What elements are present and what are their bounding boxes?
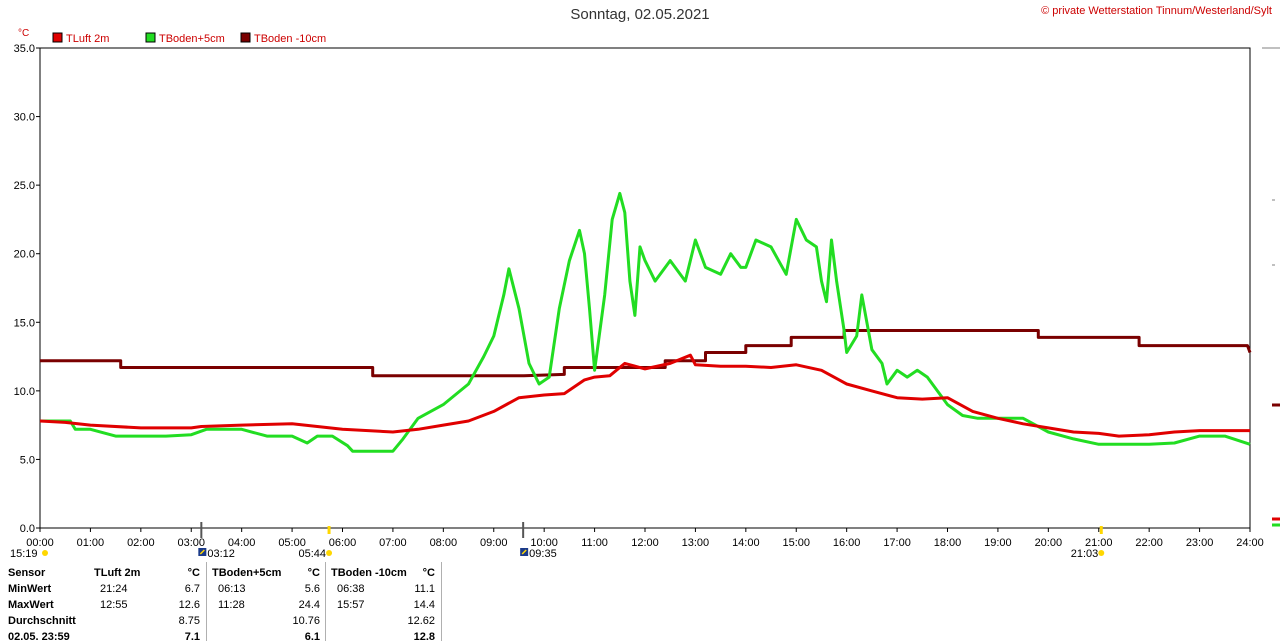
column-header: TLuft 2m bbox=[94, 567, 141, 579]
x-tick-label: 13:00 bbox=[682, 537, 710, 549]
x-tick-label: 16:00 bbox=[833, 537, 861, 549]
value-number: 5.6 bbox=[304, 583, 320, 595]
column-separator bbox=[441, 562, 442, 641]
value-number: 8.75 bbox=[178, 615, 200, 627]
x-tick-label: 08:00 bbox=[430, 537, 458, 549]
chart-legend: TLuft 2m TBoden+5cm TBoden -10cm bbox=[52, 32, 326, 45]
value-time: 11:28 bbox=[218, 599, 245, 611]
value-number: 14.4 bbox=[413, 599, 435, 611]
y-tick-label: 25.0 bbox=[14, 180, 35, 192]
legend-swatch bbox=[52, 32, 63, 43]
value-number: 24.4 bbox=[298, 599, 320, 611]
y-tick-label: 5.0 bbox=[20, 454, 35, 466]
x-tick-label: 14:00 bbox=[732, 537, 760, 549]
value-number: 10.76 bbox=[292, 615, 320, 627]
x-tick-label: 04:00 bbox=[228, 537, 256, 549]
x-tick-label: 02:00 bbox=[127, 537, 155, 549]
row-label: 02.05. 23:59 bbox=[8, 631, 70, 643]
value-number: 6.1 bbox=[304, 631, 320, 643]
value-time: 06:38 bbox=[337, 583, 365, 595]
column-unit: °C bbox=[422, 567, 435, 579]
value-number: 12.6 bbox=[178, 599, 200, 611]
x-tick-label: 06:00 bbox=[329, 537, 357, 549]
moonrise-marker-icon-mark bbox=[199, 549, 205, 555]
legend-swatch bbox=[145, 32, 156, 43]
x-tick-label: 12:00 bbox=[631, 537, 659, 549]
chart-title: Sonntag, 02.05.2021 bbox=[570, 6, 710, 23]
sun-moon-markers: 05:44 21:03 03:12 09:35 15:19 bbox=[10, 522, 1105, 560]
x-tick-label: 07:00 bbox=[379, 537, 407, 549]
plot-frame bbox=[39, 47, 1251, 529]
column-unit: °C bbox=[307, 567, 320, 579]
value-number: 11.1 bbox=[414, 583, 435, 595]
moonrise-marker-time: 03:12 bbox=[207, 548, 235, 560]
x-tick-label: 21:00 bbox=[1085, 537, 1113, 549]
legend-label: TBoden+5cm bbox=[159, 33, 225, 45]
series-line-2 bbox=[40, 329, 1252, 378]
x-tick-label: 17:00 bbox=[883, 537, 911, 549]
value-time: 15:57 bbox=[337, 599, 365, 611]
temperature-chart: 0.0 5.0 10.0 15.0 20.0 25.0 30.0 35.0 °C 00:00 01:… bbox=[10, 28, 1280, 560]
value-number: 6.7 bbox=[184, 583, 200, 595]
chart-series bbox=[39, 191, 1252, 453]
copyright-notice: © private Wetterstation Tinnum/Westerlan… bbox=[1041, 5, 1272, 17]
column-separator bbox=[325, 562, 326, 641]
x-tick-label: 20:00 bbox=[1035, 537, 1063, 549]
y-tick-label: 35.0 bbox=[14, 43, 35, 55]
value-number: 12.8 bbox=[413, 631, 435, 643]
legend-label: TBoden -10cm bbox=[254, 33, 326, 45]
row-label: Durchschnitt bbox=[8, 615, 76, 627]
x-tick-label: 19:00 bbox=[984, 537, 1012, 549]
y-tick-label: 0.0 bbox=[20, 523, 35, 535]
value-time: 12:55 bbox=[100, 599, 128, 611]
x-tick-label: 10:00 bbox=[530, 537, 558, 549]
sunrise-marker-icon bbox=[326, 550, 333, 556]
y-tick-label: 15.0 bbox=[14, 317, 35, 329]
x-tick-label: 18:00 bbox=[934, 537, 962, 549]
x-tick-label: 09:00 bbox=[480, 537, 508, 549]
row-label: MinWert bbox=[8, 583, 52, 595]
left-time-icon bbox=[42, 550, 48, 556]
statistics-table: Sensor MinWert MaxWert Durchschnitt 02.05. 2… bbox=[0, 562, 445, 643]
y-tick-label: 30.0 bbox=[14, 112, 35, 124]
sunset-marker-time: 21:03 bbox=[1071, 548, 1099, 560]
column-header: TBoden -10cm bbox=[331, 567, 407, 579]
column-header: TBoden+5cm bbox=[212, 567, 282, 579]
x-tick-label: 15:00 bbox=[782, 537, 810, 549]
value-time: 06:13 bbox=[218, 583, 246, 595]
x-tick-label: 00:00 bbox=[26, 537, 54, 549]
row-label: MaxWert bbox=[8, 599, 54, 611]
y-unit-label: °C bbox=[18, 28, 29, 39]
value-time: 21:24 bbox=[100, 583, 128, 595]
row-label: Sensor bbox=[8, 567, 46, 579]
column-separator bbox=[206, 562, 207, 641]
x-tick-label: 11:00 bbox=[581, 537, 608, 549]
left-time: 15:19 bbox=[10, 548, 38, 560]
legend-swatch bbox=[240, 32, 251, 43]
x-tick-label: 24:00 bbox=[1236, 537, 1264, 549]
series-line-0 bbox=[39, 353, 1250, 438]
chart-axes: 0.0 5.0 10.0 15.0 20.0 25.0 30.0 35.0 °C 00:00 01:… bbox=[14, 28, 1264, 549]
column-tluft: TLuft 2m °C 21:24 6.7 12:55 12.6 8.75 7.1 bbox=[94, 562, 204, 643]
y-tick-label: 20.0 bbox=[14, 249, 35, 261]
sunrise-marker-time: 05:44 bbox=[299, 548, 327, 560]
x-tick-label: 23:00 bbox=[1186, 537, 1214, 549]
series-line-1 bbox=[40, 191, 1251, 453]
value-number: 12.62 bbox=[407, 615, 435, 627]
legend-label: TLuft 2m bbox=[66, 33, 109, 45]
x-tick-label: 01:00 bbox=[77, 537, 105, 549]
moonset-marker-icon-mark bbox=[521, 549, 527, 555]
column-unit: °C bbox=[187, 567, 200, 579]
x-tick-label: 22:00 bbox=[1135, 537, 1163, 549]
y-tick-label: 10.0 bbox=[14, 386, 35, 398]
moonset-marker-time: 09:35 bbox=[529, 548, 557, 560]
x-tick-label: 03:00 bbox=[177, 537, 205, 549]
value-number: 7.1 bbox=[184, 631, 200, 643]
right-edge-indicators bbox=[1262, 47, 1280, 527]
column-tboden5: TBoden+5cm °C 06:13 5.6 11:28 24.4 10.76 6.1 bbox=[212, 562, 324, 643]
sunset-marker-icon bbox=[1098, 550, 1105, 556]
row-labels: Sensor MinWert MaxWert Durchschnitt 02.05. 2… bbox=[8, 562, 93, 643]
column-tboden10: TBoden -10cm °C 06:38 11.1 15:57 14.4 12.62 12.… bbox=[331, 562, 439, 643]
x-tick-label: 05:00 bbox=[278, 537, 306, 549]
